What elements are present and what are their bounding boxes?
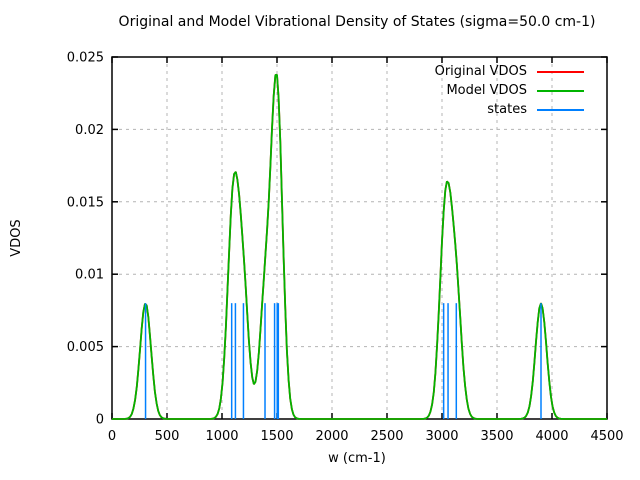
legend-item: states xyxy=(357,100,584,119)
x-tick-label: 0 xyxy=(108,429,116,444)
x-tick-label: 1500 xyxy=(260,429,293,444)
legend-label: Original VDOS xyxy=(434,64,527,79)
legend-line-sample xyxy=(537,108,584,111)
y-tick-label: 0.025 xyxy=(67,51,104,66)
legend-line-sample xyxy=(537,70,584,73)
y-tick-label: 0.015 xyxy=(67,195,104,210)
x-tick-label: 1000 xyxy=(205,429,238,444)
x-tick-label: 2000 xyxy=(315,429,348,444)
y-tick-label: 0 xyxy=(96,413,104,428)
x-tick-label: 3500 xyxy=(480,429,513,444)
legend-item: Original VDOS xyxy=(357,62,584,81)
x-tick-label: 3000 xyxy=(425,429,458,444)
y-tick-label: 0.01 xyxy=(75,268,104,283)
original-vdos-curve xyxy=(112,73,607,420)
y-tick-label: 0.02 xyxy=(75,123,104,138)
x-tick-label: 4500 xyxy=(590,429,623,444)
legend-label: Model VDOS xyxy=(446,83,527,98)
x-tick-label: 4000 xyxy=(535,429,568,444)
legend-item: Model VDOS xyxy=(357,81,584,100)
model-vdos-curve xyxy=(112,73,607,420)
legend: Original VDOS Model VDOS states xyxy=(357,62,584,119)
x-tick-label: 2500 xyxy=(370,429,403,444)
x-tick-label: 500 xyxy=(155,429,180,444)
legend-line-sample xyxy=(537,89,584,92)
legend-label: states xyxy=(487,102,527,117)
chart-title: Original and Model Vibrational Density o… xyxy=(118,14,596,30)
y-tick-label: 0.005 xyxy=(67,340,104,355)
x-axis-title: w (cm-1) xyxy=(328,451,386,466)
